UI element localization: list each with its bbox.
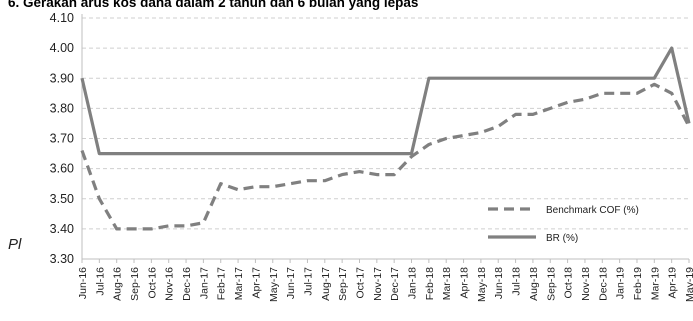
y-tick-label: 3.40 (50, 222, 74, 236)
x-tick-label: Oct-18 (563, 267, 575, 299)
y-tick-labels: 3.30 3.40 3.50 3.60 3.70 3.80 3.90 4.00 4.10 (50, 11, 74, 266)
series-line-benchmark-cof (80, 82, 691, 231)
x-tick-label: Mar-17 (233, 267, 245, 300)
x-tick-label: Jul-17 (302, 267, 314, 296)
x-tick-label: Aug-16 (112, 267, 124, 301)
series-line-br (80, 46, 691, 156)
x-tick-label: Jun-18 (493, 267, 505, 299)
x-tick-label: Sep-18 (545, 267, 557, 301)
x-tick-label: Feb-19 (632, 267, 644, 300)
side-text-fragment: Pl (8, 236, 22, 253)
x-tick-label: Nov-18 (580, 267, 592, 301)
x-tick-label: May-17 (268, 267, 280, 302)
x-tick-label: Mar-19 (649, 267, 661, 300)
x-tick-label: Jan-18 (407, 267, 419, 299)
x-tick-label: May-18 (476, 267, 488, 302)
y-tick-label: 3.60 (50, 162, 74, 176)
x-tick-labels: Jun-16 Jul-16 Aug-16 Sep-16 Oct-16 Nov-16 Dec-… (77, 267, 693, 302)
grid-lines (82, 17, 689, 230)
x-tick-label: Apr-17 (250, 267, 262, 299)
x-tick-label: Oct-16 (146, 267, 158, 299)
x-tick-label: Jan-19 (615, 267, 627, 299)
x-tick-label: Sep-17 (337, 267, 349, 301)
x-tick-label: Sep-16 (129, 267, 141, 301)
x-tick-label: Oct-17 (354, 267, 366, 299)
legend-label: BR (%) (546, 233, 578, 244)
chart-title: 6. Gerakan arus kos dana dalam 2 tahun d… (8, 0, 419, 10)
x-tick-label: Jun-16 (77, 267, 89, 299)
legend: Benchmark COF (%) BR (%) (488, 205, 639, 244)
y-tick-label: 3.50 (50, 192, 74, 206)
y-tick-label: 3.80 (50, 101, 74, 115)
x-tick-label: Nov-17 (372, 267, 384, 301)
x-tick-label: Apr-19 (667, 267, 679, 299)
x-tick-label: Apr-18 (459, 267, 471, 299)
y-tick-label: 4.10 (50, 11, 74, 25)
x-tick-label: Mar-18 (441, 267, 453, 300)
legend-label: Benchmark COF (%) (546, 205, 639, 216)
axes (81, 14, 690, 263)
y-tick-label: 3.30 (50, 252, 74, 266)
x-tick-label: Jun-17 (285, 267, 297, 299)
y-tick-label: 4.00 (50, 41, 74, 55)
x-tick-label: Feb-18 (424, 267, 436, 300)
x-tick-label: Dec-16 (181, 267, 193, 301)
x-tick-label: May-19 (684, 267, 693, 302)
x-tick-label: Dec-17 (389, 267, 401, 301)
x-tick-label: Jul-18 (511, 267, 523, 296)
x-tick-label: Feb-17 (216, 267, 228, 300)
y-tick-label: 3.70 (50, 132, 74, 146)
x-tick-label: Dec-18 (597, 267, 609, 301)
x-tick-label: Jul-16 (94, 267, 106, 296)
x-tick-label: Aug-18 (528, 267, 540, 301)
x-tick-label: Nov-16 (164, 267, 176, 301)
x-tick-label: Aug-17 (320, 267, 332, 301)
x-tick-label: Jan-17 (198, 267, 210, 299)
y-tick-label: 3.90 (50, 71, 74, 85)
series-lines (80, 46, 691, 231)
